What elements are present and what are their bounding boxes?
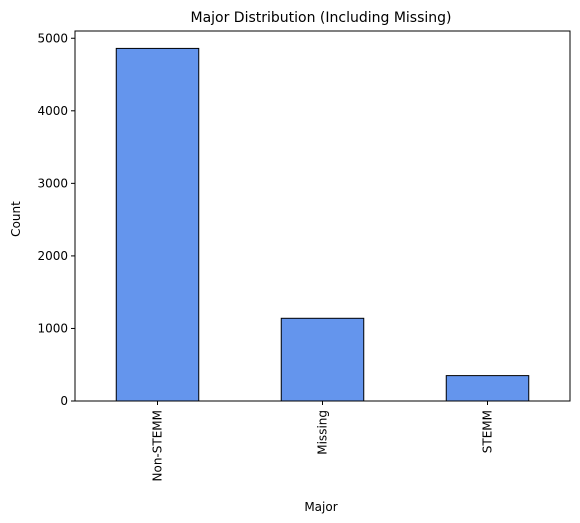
y-tick-label: 1000: [37, 321, 68, 335]
y-axis-label: Count: [9, 201, 23, 237]
x-tick-label: Missing: [316, 410, 330, 455]
y-tick-label: 5000: [37, 31, 68, 45]
x-ticks-group: Non-STEMM Missing STEMM: [151, 401, 495, 482]
bar-missing: [280, 317, 365, 402]
bar-non-stemm: [115, 47, 200, 402]
chart-title: Major Distribution (Including Missing): [190, 10, 451, 26]
y-tick-label: 4000: [37, 104, 68, 118]
bars-group: [115, 47, 530, 402]
y-tick-label: 2000: [37, 249, 68, 263]
x-tick-label: Non-STEMM: [151, 410, 165, 482]
x-axis-label: Major: [304, 500, 337, 514]
x-tick-label: STEMM: [481, 410, 495, 453]
y-tick-label: 0: [60, 394, 68, 408]
y-tick-label: 3000: [37, 176, 68, 190]
plot-frame: [74, 30, 571, 402]
bar-stemm: [445, 375, 530, 402]
y-ticks-group: 0 1000 2000 3000 4000 5000: [37, 31, 75, 408]
